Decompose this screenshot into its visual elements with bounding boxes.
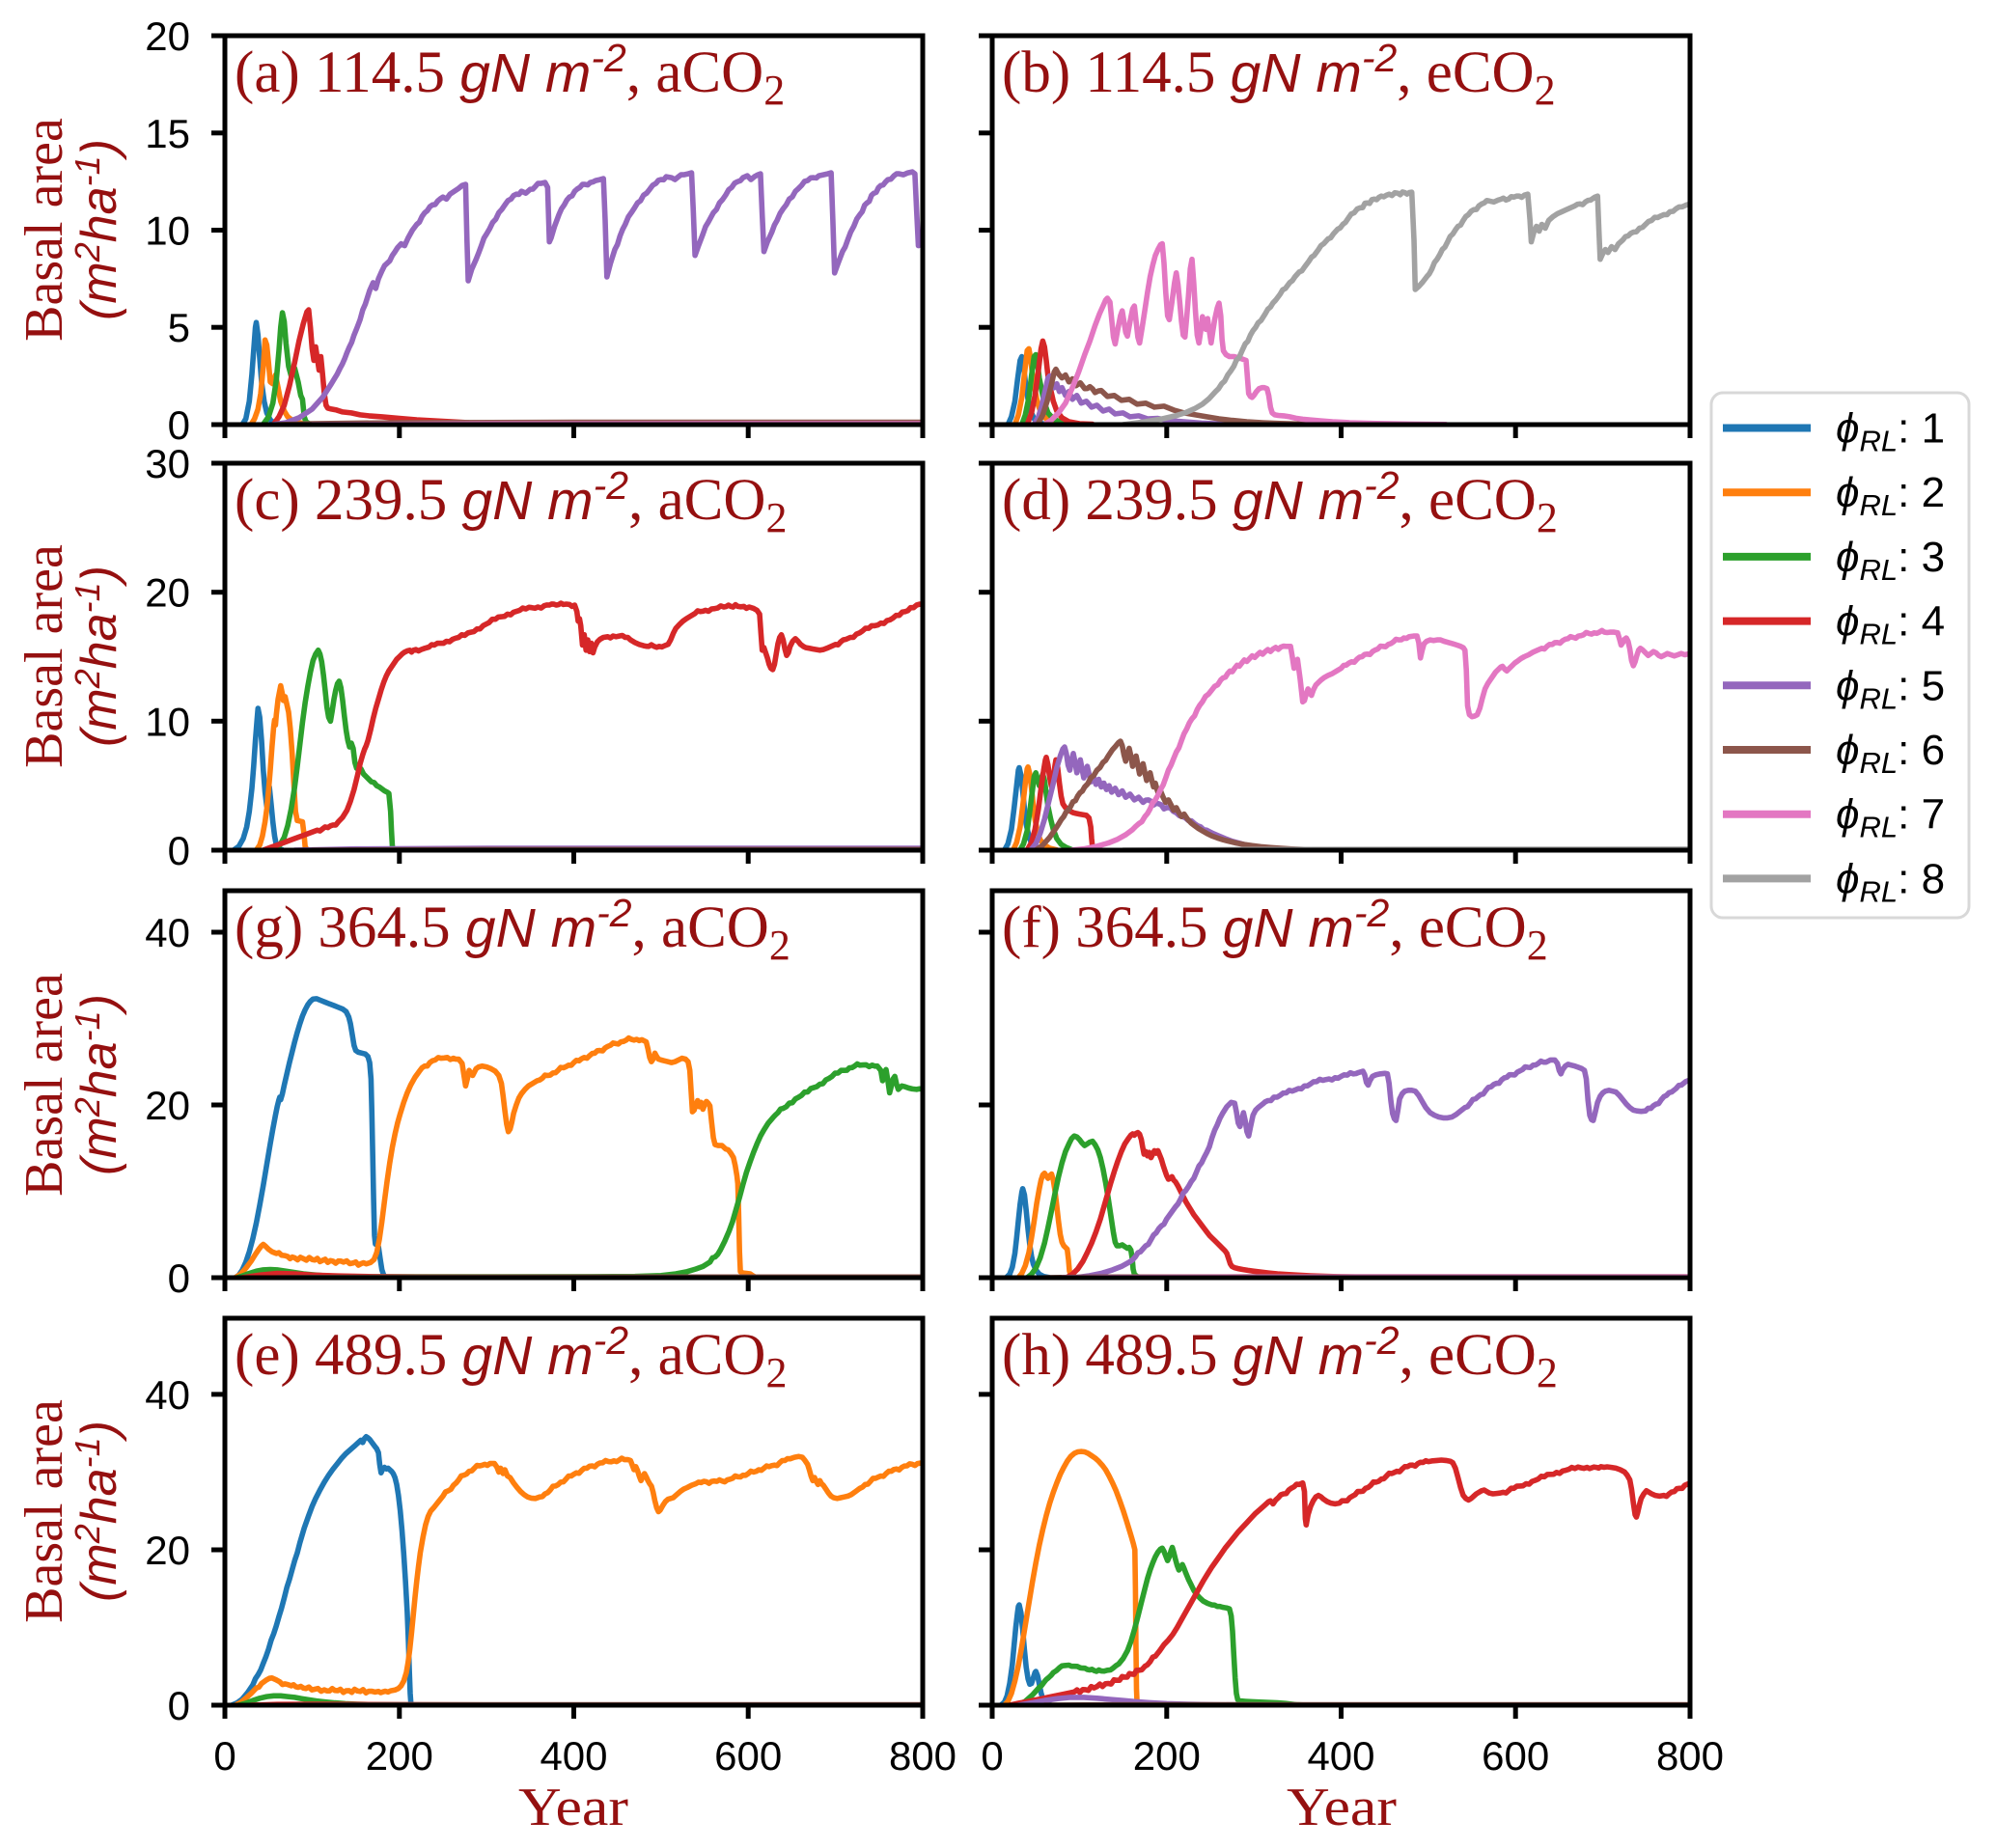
svg-text:0: 0 xyxy=(168,1255,190,1301)
svg-text:(f) 364.5 gN m-2, eCO2: (f) 364.5 gN m-2, eCO2 xyxy=(1002,891,1548,969)
svg-text:30: 30 xyxy=(145,441,190,486)
svg-text:800: 800 xyxy=(889,1733,956,1779)
svg-text:0: 0 xyxy=(168,828,190,873)
svg-text:(e) 489.5 gN m-2, aCO2: (e) 489.5 gN m-2, aCO2 xyxy=(235,1318,787,1396)
svg-text:Year: Year xyxy=(1287,1778,1397,1837)
svg-text:ϕRL: 4: ϕRL: 4 xyxy=(1836,598,1945,651)
svg-text:5: 5 xyxy=(168,305,190,350)
svg-text:20: 20 xyxy=(145,1528,190,1573)
svg-text:20: 20 xyxy=(145,14,190,59)
svg-text:10: 10 xyxy=(145,699,190,744)
svg-text:(m2ha-1): (m2ha-1) xyxy=(68,994,127,1175)
svg-text:800: 800 xyxy=(1656,1733,1724,1779)
svg-text:ϕRL: 1: ϕRL: 1 xyxy=(1836,405,1945,458)
svg-text:ϕRL: 7: ϕRL: 7 xyxy=(1836,791,1945,844)
svg-text:40: 40 xyxy=(145,910,190,955)
svg-text:200: 200 xyxy=(366,1733,433,1779)
svg-text:Basal area: Basal area xyxy=(14,544,74,768)
svg-text:10: 10 xyxy=(145,208,190,254)
svg-text:ϕRL: 5: ϕRL: 5 xyxy=(1836,662,1945,715)
svg-text:Basal area: Basal area xyxy=(14,973,74,1197)
svg-text:600: 600 xyxy=(1482,1733,1549,1779)
svg-text:15: 15 xyxy=(145,111,190,156)
svg-text:Year: Year xyxy=(518,1778,628,1837)
svg-text:ϕRL: 3: ϕRL: 3 xyxy=(1836,534,1945,587)
svg-text:0: 0 xyxy=(168,402,190,448)
svg-text:(b) 114.5 gN m-2, eCO2: (b) 114.5 gN m-2, eCO2 xyxy=(1002,36,1556,114)
svg-text:(a) 114.5 gN m-2, aCO2: (a) 114.5 gN m-2, aCO2 xyxy=(235,36,785,114)
svg-text:200: 200 xyxy=(1133,1733,1201,1779)
svg-text:(m2ha-1): (m2ha-1) xyxy=(68,1420,127,1602)
svg-text:ϕRL: 2: ϕRL: 2 xyxy=(1836,469,1945,522)
svg-text:(d) 239.5 gN m-2, eCO2: (d) 239.5 gN m-2, eCO2 xyxy=(1002,463,1558,541)
svg-text:(g) 364.5 gN m-2, aCO2: (g) 364.5 gN m-2, aCO2 xyxy=(235,891,790,969)
svg-text:40: 40 xyxy=(145,1372,190,1418)
svg-text:ϕRL: 8: ϕRL: 8 xyxy=(1836,855,1945,908)
svg-text:0: 0 xyxy=(213,1733,236,1779)
svg-text:400: 400 xyxy=(540,1733,607,1779)
svg-text:400: 400 xyxy=(1307,1733,1374,1779)
svg-text:Basal area: Basal area xyxy=(14,1399,74,1623)
svg-text:(h) 489.5 gN m-2, eCO2: (h) 489.5 gN m-2, eCO2 xyxy=(1002,1318,1558,1396)
svg-text:ϕRL: 6: ϕRL: 6 xyxy=(1836,727,1945,780)
svg-text:(m2ha-1): (m2ha-1) xyxy=(68,139,127,320)
svg-text:0: 0 xyxy=(168,1683,190,1728)
svg-text:600: 600 xyxy=(714,1733,782,1779)
svg-text:20: 20 xyxy=(145,570,190,616)
svg-text:Basal area: Basal area xyxy=(14,118,74,342)
svg-text:(c) 239.5 gN m-2, aCO2: (c) 239.5 gN m-2, aCO2 xyxy=(235,463,787,541)
svg-text:(m2ha-1): (m2ha-1) xyxy=(68,565,127,747)
svg-text:20: 20 xyxy=(145,1083,190,1128)
svg-text:0: 0 xyxy=(981,1733,1003,1779)
